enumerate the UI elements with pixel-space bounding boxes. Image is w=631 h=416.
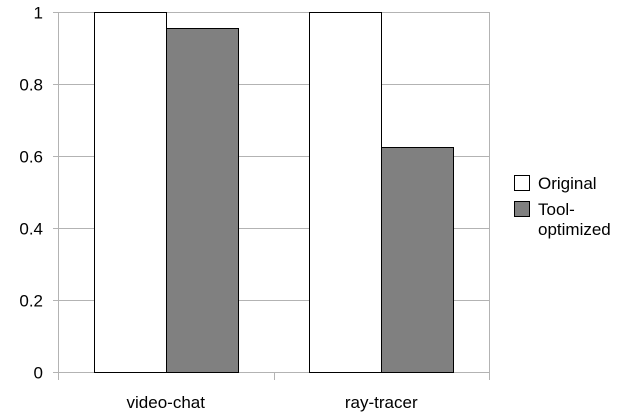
y-tick-label: 0.6: [19, 148, 43, 167]
legend-label: Original: [538, 174, 597, 193]
x-tick-label: video-chat: [127, 393, 206, 412]
bar-ray-tracer-original: [309, 12, 382, 373]
bar-ray-tracer-tool-optimized: [381, 147, 454, 373]
y-tick-label: 0.2: [19, 292, 43, 311]
bar-video-chat-original: [94, 12, 167, 373]
y-tick-label: 0.8: [19, 76, 43, 95]
bar-video-chat-tool-optimized: [166, 28, 239, 373]
legend-swatch: [514, 175, 530, 191]
x-tick-label: ray-tracer: [345, 393, 418, 412]
legend-swatch: [514, 201, 530, 217]
legend-label: Tool-optimized: [538, 200, 611, 239]
bars: [94, 12, 454, 373]
x-axis-ticks: video-chat ray-tracer: [58, 372, 490, 412]
y-axis-ticks: 0 0.2 0.4 0.6 0.8 1: [19, 4, 58, 383]
y-tick-label: 1: [34, 4, 43, 23]
y-tick-label: 0: [34, 364, 43, 383]
y-tick-label: 0.4: [19, 220, 43, 239]
legend: Original Tool-optimized: [514, 174, 611, 239]
